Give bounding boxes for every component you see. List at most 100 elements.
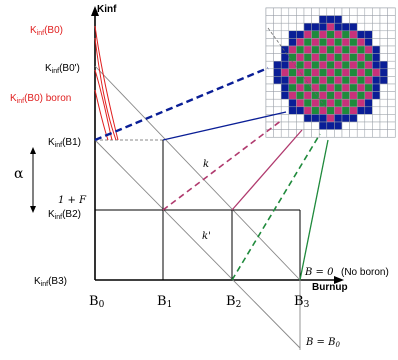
lattice-cell bbox=[296, 38, 305, 47]
label-kinf-b0-prime: Kinf(B0') bbox=[45, 63, 80, 75]
tick-b2: B2 bbox=[226, 294, 241, 310]
label-kinf-b0: Kinf(B0) bbox=[30, 25, 63, 37]
red-curve-4 bbox=[94, 89, 109, 141]
lattice-cell bbox=[341, 76, 350, 85]
lattice-cell bbox=[326, 98, 335, 108]
lattice-cell bbox=[356, 60, 366, 70]
lattice-cell bbox=[273, 53, 282, 62]
lattice-cell bbox=[326, 45, 335, 54]
lattice-cell bbox=[334, 22, 343, 32]
y-axis-title: Kinf bbox=[97, 4, 117, 15]
tick-b0: B0 bbox=[89, 294, 105, 310]
lattice-cell bbox=[326, 121, 335, 130]
lattice-cell bbox=[280, 129, 290, 138]
label-kinf-b2: Kinf(B2) bbox=[48, 209, 81, 221]
lattice-cell bbox=[356, 53, 366, 62]
lattice-cell bbox=[387, 53, 396, 62]
lattice-cell bbox=[334, 76, 343, 85]
lattice-cell bbox=[349, 76, 358, 85]
lattice-cell bbox=[341, 53, 350, 62]
lattice-cell bbox=[387, 45, 396, 54]
lattice-cell bbox=[311, 76, 320, 85]
lattice-cell bbox=[311, 30, 320, 39]
grey-lines bbox=[94, 65, 301, 350]
lattice-cell bbox=[326, 91, 335, 100]
lattice-cell bbox=[311, 98, 320, 108]
lattice-cell bbox=[364, 15, 373, 24]
lattice-cell bbox=[318, 98, 328, 108]
lattice-cell bbox=[303, 45, 312, 54]
lattice-cell bbox=[288, 45, 297, 54]
lattice-cell bbox=[379, 98, 388, 108]
lattice-cell bbox=[273, 15, 282, 24]
lattice-cell bbox=[364, 91, 373, 100]
red-curve-3 bbox=[94, 69, 113, 141]
lattice-cell bbox=[379, 121, 388, 130]
lattice-cell bbox=[318, 7, 328, 16]
lattice-cell bbox=[318, 53, 328, 62]
y-axis-labels: Kinf(B0) Kinf(B0') Kinf(B0) boron Kinf(B… bbox=[10, 25, 87, 288]
lattice-cell bbox=[311, 129, 320, 138]
lattice-cell bbox=[318, 38, 328, 47]
lattice-cell bbox=[379, 22, 388, 32]
lattice-cell bbox=[273, 68, 282, 77]
lattice-cell bbox=[288, 30, 297, 39]
lattice-cell bbox=[326, 129, 335, 138]
lattice-cell bbox=[349, 15, 358, 24]
lattice-cell bbox=[349, 68, 358, 77]
x-axis-title: Burnup bbox=[312, 282, 348, 293]
lattice-cell bbox=[356, 30, 366, 39]
lattice-cell bbox=[356, 83, 366, 92]
lattice-cell bbox=[356, 68, 366, 77]
lattice-cell bbox=[311, 22, 320, 32]
lattice-cell bbox=[372, 30, 381, 39]
lattice-cell bbox=[334, 60, 343, 70]
lattice-cell bbox=[273, 7, 282, 16]
lattice-cell bbox=[265, 91, 274, 100]
lattice-cell bbox=[288, 114, 297, 123]
lattice-cell bbox=[364, 98, 373, 108]
green-dashed-line bbox=[231, 133, 321, 281]
lattice-cell bbox=[364, 83, 373, 92]
lattice-cell bbox=[349, 60, 358, 70]
lattice-cell bbox=[303, 129, 312, 138]
lattice-cell bbox=[318, 114, 328, 123]
lattice-cell bbox=[364, 38, 373, 47]
lattice-cell bbox=[379, 83, 388, 92]
lattice-cell bbox=[288, 7, 297, 16]
lattice-cell bbox=[326, 7, 335, 16]
lattice-cell bbox=[311, 121, 320, 130]
lattice-cell bbox=[341, 15, 350, 24]
lattice-cell bbox=[372, 83, 381, 92]
lattice-cell bbox=[364, 7, 373, 16]
lattice-cell bbox=[318, 106, 328, 115]
lattice-cell bbox=[356, 76, 366, 85]
lattice-cell bbox=[349, 38, 358, 47]
lattice-cell bbox=[349, 114, 358, 123]
lattice-cell bbox=[303, 38, 312, 47]
lattice-cell bbox=[364, 114, 373, 123]
lattice-cell bbox=[379, 45, 388, 54]
lattice-cell bbox=[387, 106, 396, 115]
lattice-cell bbox=[334, 91, 343, 100]
lattice-cell bbox=[387, 114, 396, 123]
lattice-cell bbox=[387, 15, 396, 24]
lattice-cell bbox=[288, 68, 297, 77]
lattice-cell bbox=[356, 15, 366, 24]
lattice-cell bbox=[364, 45, 373, 54]
lattice-cell bbox=[372, 114, 381, 123]
lattice-cell bbox=[296, 91, 305, 100]
lattice-cell bbox=[303, 7, 312, 16]
lattice-cell bbox=[288, 38, 297, 47]
lattice-cell bbox=[311, 106, 320, 115]
lattice-cell bbox=[356, 121, 366, 130]
lattice-cell bbox=[341, 129, 350, 138]
lattice-cell bbox=[334, 121, 343, 130]
lattice-cell bbox=[288, 98, 297, 108]
lattice-cell bbox=[280, 76, 290, 85]
lattice-cell bbox=[341, 98, 350, 108]
lattice-cell bbox=[280, 45, 290, 54]
lattice-cell bbox=[318, 121, 328, 130]
alpha-arrow-down-icon bbox=[30, 206, 36, 213]
